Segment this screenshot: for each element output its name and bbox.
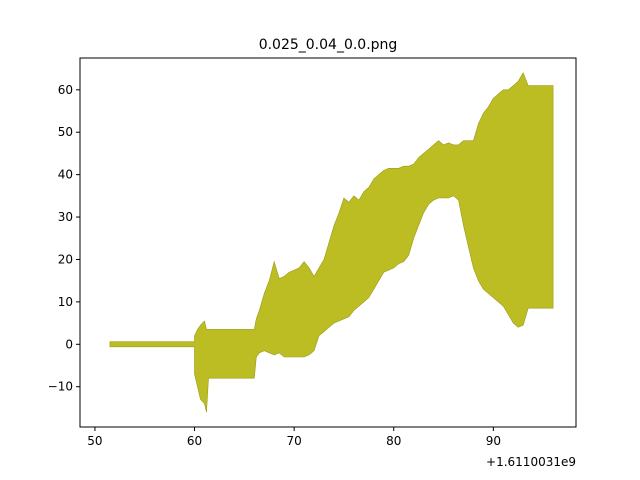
x-tick-label: 50 bbox=[87, 434, 102, 448]
y-tick-label: 20 bbox=[58, 252, 73, 266]
y-tick-label: 40 bbox=[58, 168, 73, 182]
x-tick-label: 70 bbox=[286, 434, 301, 448]
x-tick-label: 90 bbox=[486, 434, 501, 448]
axes: 50 60 70 80 90 −10 0 10 20 30 40 50 60 bbox=[48, 57, 577, 448]
y-tick-label: −10 bbox=[48, 380, 73, 394]
x-offset-label: +1.6110031e9 bbox=[486, 455, 576, 469]
y-tick-label: 30 bbox=[58, 210, 73, 224]
plot-frame bbox=[79, 57, 577, 428]
plot-area bbox=[109, 72, 554, 413]
y-tick-label: 50 bbox=[58, 125, 73, 139]
y-tick-label: 0 bbox=[65, 337, 73, 351]
x-tick-label: 80 bbox=[386, 434, 401, 448]
x-tick-label: 60 bbox=[187, 434, 202, 448]
chart-title: 0.025_0.04_0.0.png bbox=[259, 37, 398, 53]
y-tick-label: 60 bbox=[58, 83, 73, 97]
series-band-0 bbox=[109, 72, 554, 413]
y-tick-label: 10 bbox=[58, 295, 73, 309]
